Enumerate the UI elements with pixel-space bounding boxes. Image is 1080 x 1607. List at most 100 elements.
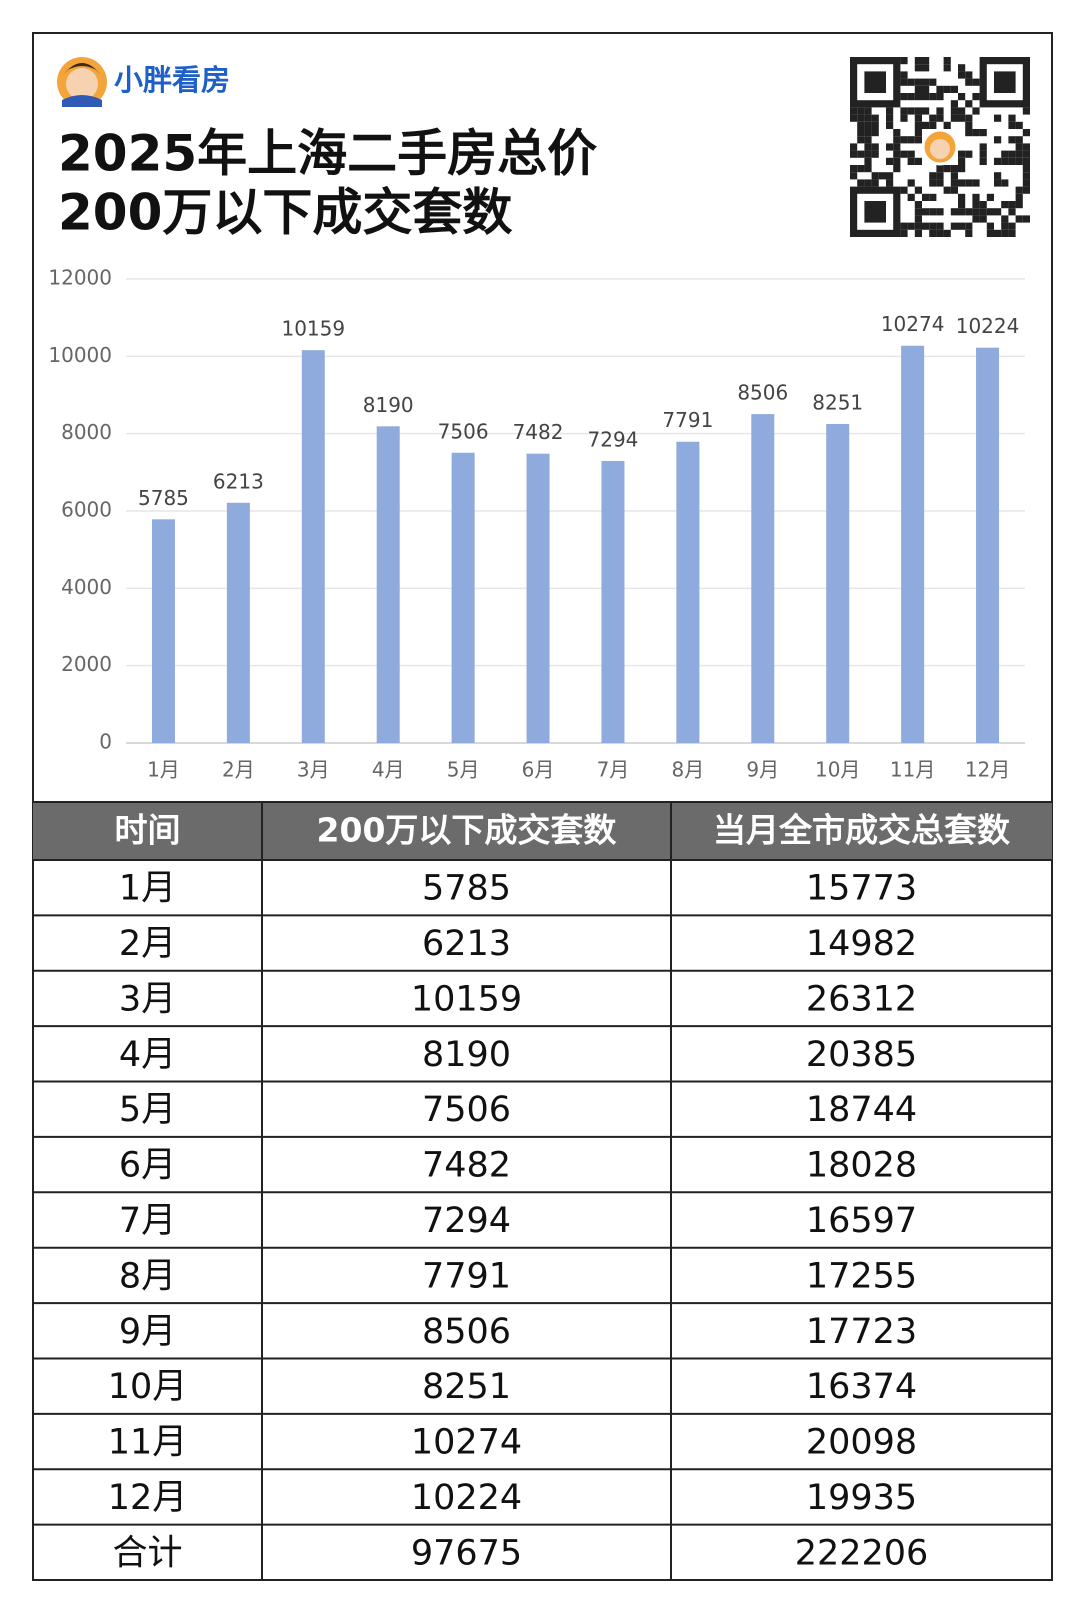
qr-finder [979, 56, 1031, 108]
qr-cell [965, 208, 973, 216]
qr-cell [929, 222, 937, 230]
qr-cell [871, 150, 879, 158]
qr-cell [914, 121, 922, 129]
qr-cell [922, 193, 930, 201]
title-line: 2025年上海二手房总价 [58, 125, 597, 183]
qr-code [849, 56, 1031, 237]
qr-cell [1008, 157, 1016, 165]
qr-cell [1015, 215, 1023, 223]
qr-cell [972, 107, 980, 115]
qr-cell [1022, 107, 1030, 115]
qr-cell [958, 107, 966, 115]
data-label: 7294 [588, 427, 639, 451]
x-tick-label: 1月 [147, 758, 180, 782]
bar [451, 452, 475, 743]
qr-cell [994, 114, 1002, 122]
qr-cell [900, 150, 908, 158]
qr-cell [979, 150, 987, 158]
qr-cell [1022, 150, 1030, 158]
qr-cell [914, 64, 922, 72]
qr-cell [850, 107, 858, 115]
qr-cell [914, 85, 922, 93]
qr-cell [864, 150, 872, 158]
qr-cell [943, 165, 951, 173]
x-tick-label: 7月 [597, 758, 630, 782]
qr-cell [965, 150, 973, 158]
qr-cell [958, 193, 966, 201]
y-tick-label: 0 [99, 730, 112, 754]
qr-cell [914, 57, 922, 65]
qr-cell [972, 129, 980, 137]
x-tick-label: 2月 [222, 758, 255, 782]
qr-cell [979, 157, 987, 165]
qr-cell [900, 222, 908, 230]
qr-cell [907, 136, 915, 144]
qr-cell [936, 172, 944, 180]
qr-cell [922, 107, 930, 115]
table-cell: 15773 [806, 869, 917, 909]
qr-cell [994, 136, 1002, 144]
qr-cell [1001, 215, 1009, 223]
qr-cell [979, 129, 987, 137]
qr-cell [907, 179, 915, 187]
data-label: 7482 [513, 420, 564, 444]
data-label: 10224 [956, 314, 1020, 338]
qr-cell [958, 201, 966, 209]
qr-cell [900, 229, 908, 237]
table-header-cell: 200万以下成交套数 [317, 811, 618, 850]
y-tick-label: 12000 [48, 266, 112, 290]
y-tick-label: 10000 [48, 343, 112, 367]
qr-cell [1015, 186, 1023, 194]
table-cell: 16597 [806, 1201, 917, 1241]
qr-cell [914, 129, 922, 137]
qr-cell [871, 179, 879, 187]
qr-cell [929, 114, 937, 122]
qr-cell [914, 215, 922, 223]
table-cell: 20385 [806, 1035, 917, 1075]
qr-cell [914, 186, 922, 194]
qr-cell [1022, 179, 1030, 187]
qr-cell [1015, 201, 1023, 209]
qr-cell [900, 78, 908, 86]
qr-cell [893, 157, 901, 165]
table-cell: 10159 [411, 979, 522, 1019]
qr-cell [929, 179, 937, 187]
table-cell: 7791 [422, 1256, 511, 1296]
qr-cell [929, 93, 937, 101]
qr-cell [1022, 172, 1030, 180]
qr-cell [871, 172, 879, 180]
qr-cell [950, 179, 958, 187]
qr-cell [864, 143, 872, 151]
qr-cell [857, 136, 865, 144]
data-label: 7506 [438, 419, 489, 443]
x-tick-label: 10月 [815, 758, 860, 782]
bar [301, 350, 325, 743]
qr-cell [958, 71, 966, 79]
qr-cell [871, 129, 879, 137]
qr-cell [958, 150, 966, 158]
bar [676, 441, 700, 743]
table-cell: 14982 [806, 924, 917, 964]
qr-cell [972, 201, 980, 209]
qr-cell [864, 136, 872, 144]
data-label: 7791 [662, 408, 713, 432]
bar [601, 460, 625, 743]
qr-cell [972, 208, 980, 216]
qr-cell [864, 107, 872, 115]
x-tick-label: 4月 [372, 758, 405, 782]
qr-cell [929, 193, 937, 201]
qr-cell [864, 129, 872, 137]
qr-cell [1022, 215, 1030, 223]
table-cell: 2月 [119, 924, 176, 964]
qr-cell [886, 157, 894, 165]
qr-cell [994, 208, 1002, 216]
bar [526, 453, 550, 743]
qr-cell [936, 107, 944, 115]
qr-cell [850, 143, 858, 151]
qr-cell [986, 208, 994, 216]
qr-finder [864, 201, 886, 223]
table-cell: 8506 [422, 1312, 511, 1352]
qr-cell [922, 64, 930, 72]
table-cell: 7506 [422, 1090, 511, 1130]
table-cell: 9月 [119, 1312, 176, 1352]
